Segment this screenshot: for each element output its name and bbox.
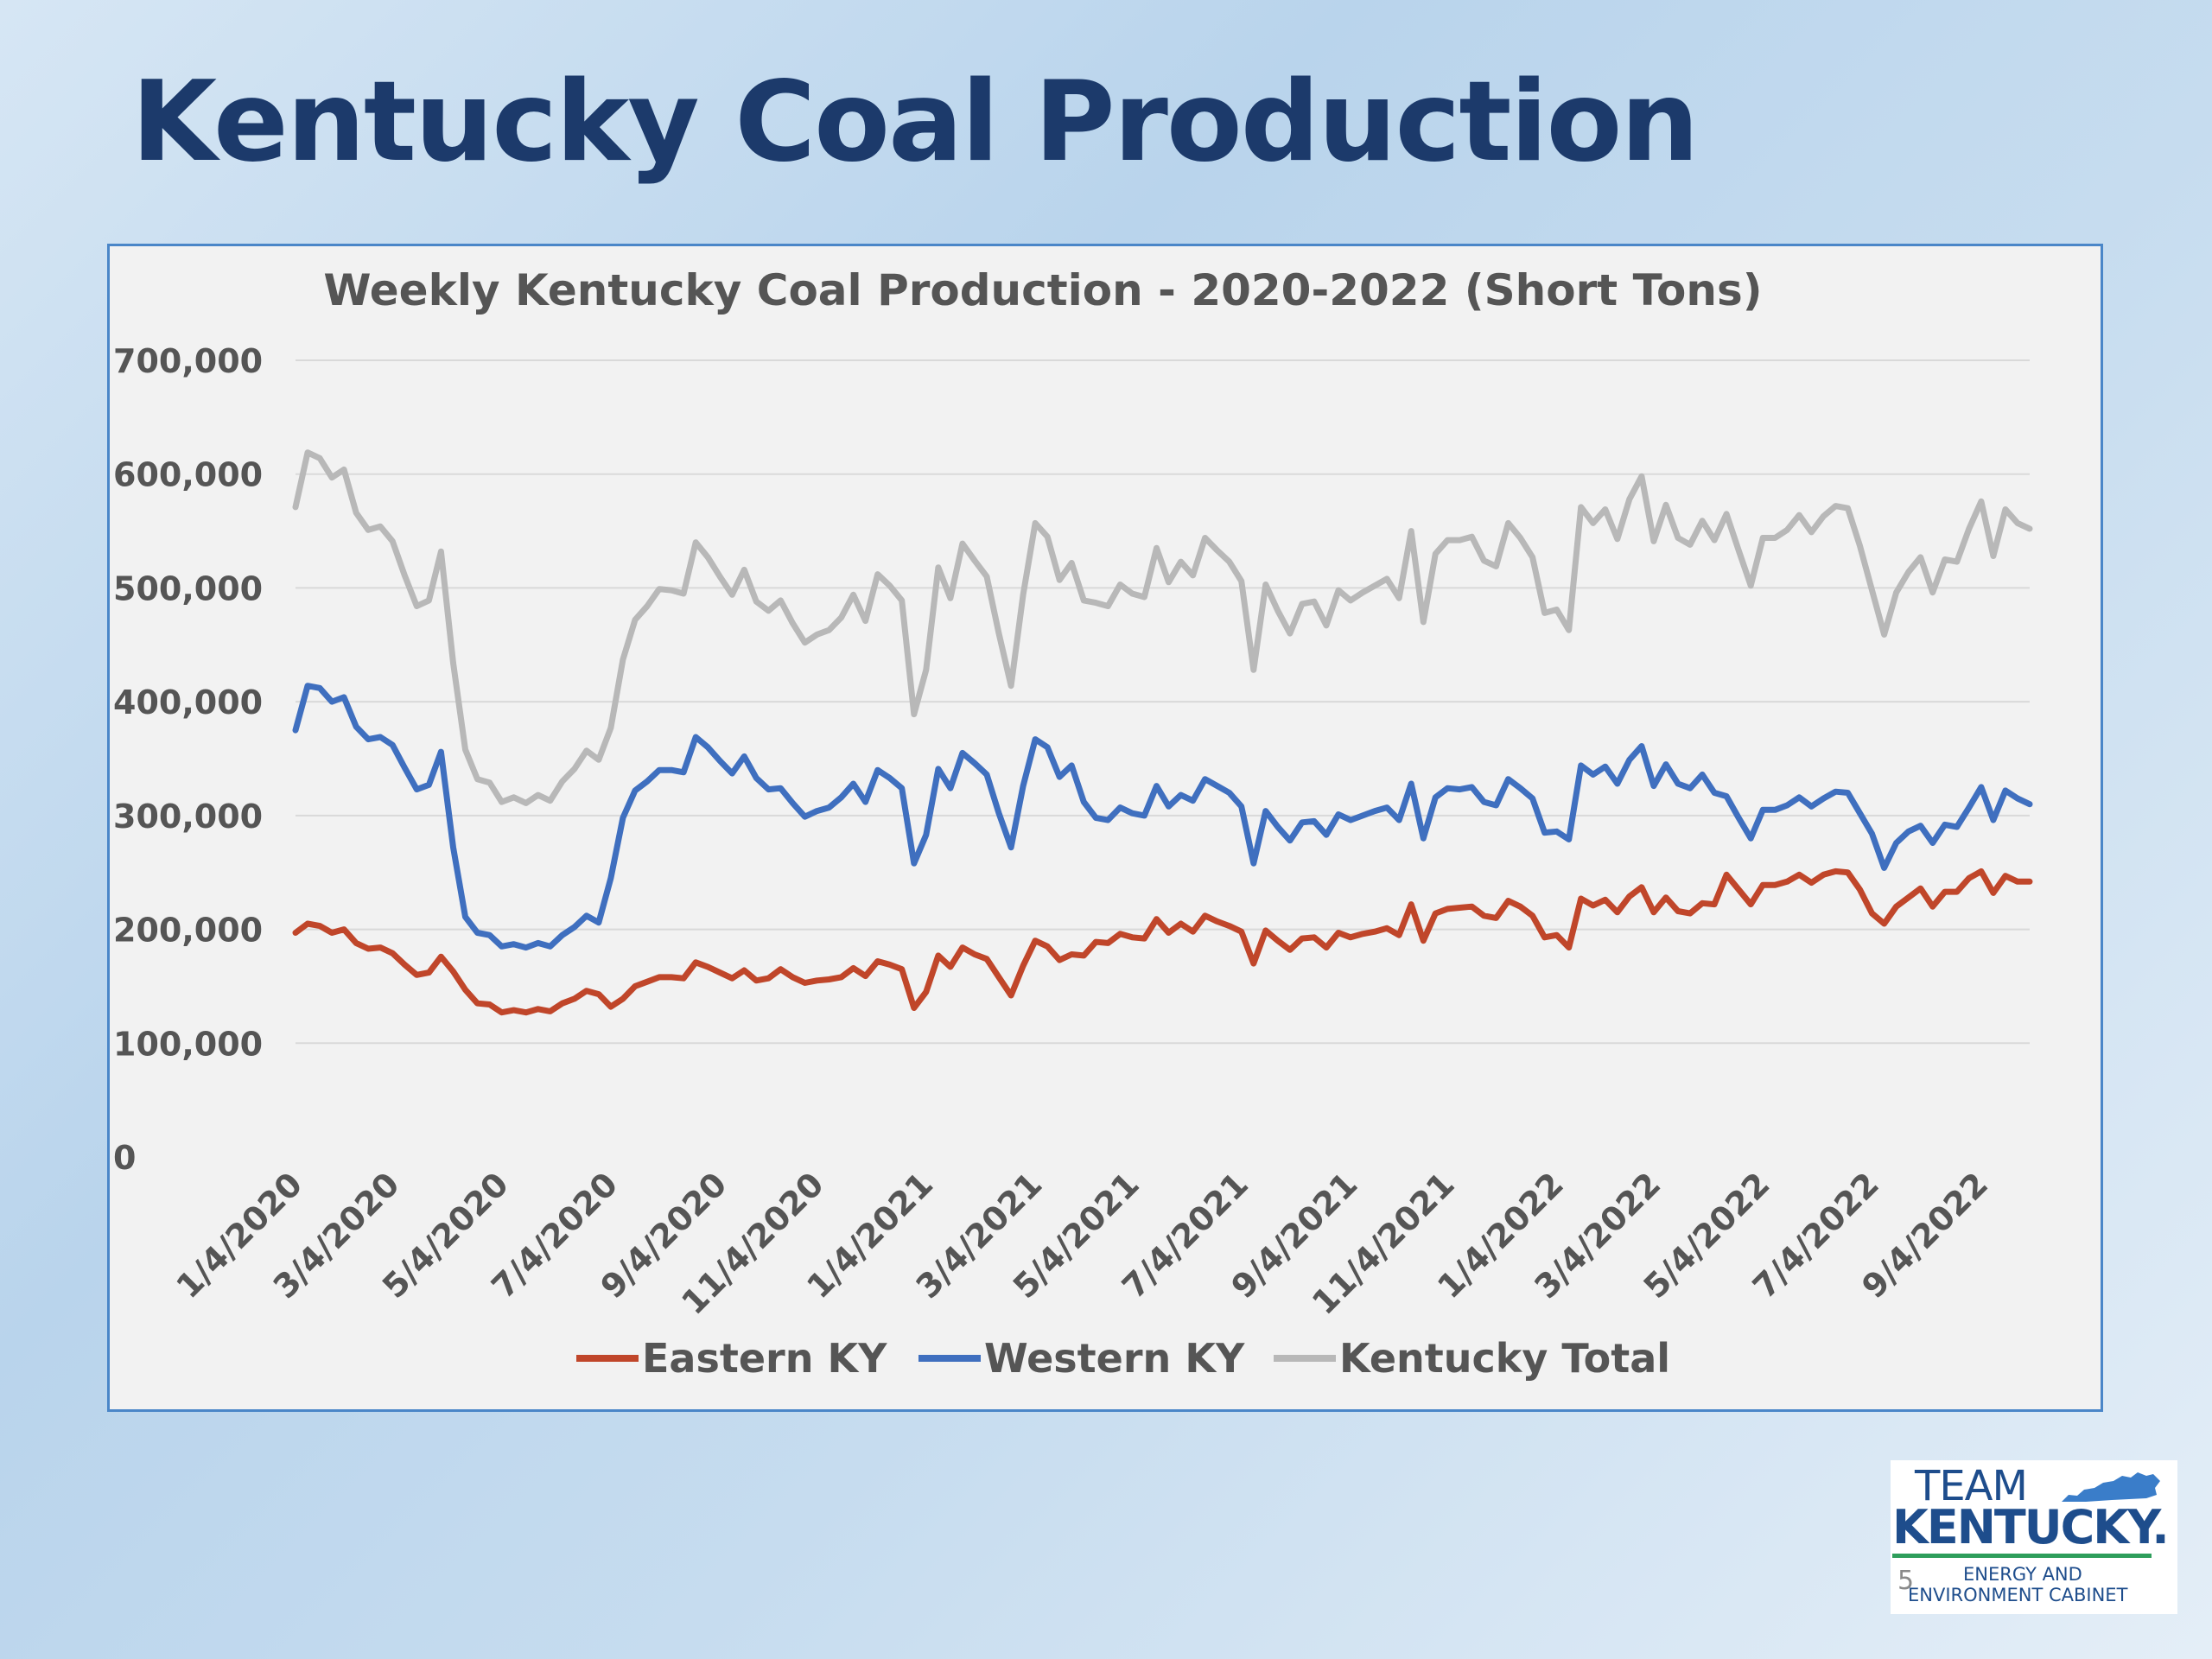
y-tick-label: 0 bbox=[113, 1139, 136, 1177]
gridlines bbox=[296, 359, 2030, 1045]
chart-frame: Weekly Kentucky Coal Production - 2020-2… bbox=[107, 244, 2103, 1412]
logo-subtitle-line2: ENVIRONMENT CABINET bbox=[1908, 1585, 2128, 1605]
chart-title: Weekly Kentucky Coal Production - 2020-2… bbox=[323, 265, 1762, 315]
y-tick-label: 200,000 bbox=[113, 912, 263, 950]
y-tick-label: 700,000 bbox=[113, 342, 263, 380]
legend-label-total: Kentucky Total bbox=[1339, 1335, 1670, 1382]
series-line-total bbox=[292, 449, 2033, 806]
line-chart: Weekly Kentucky Coal Production - 2020-2… bbox=[113, 265, 2033, 1382]
logo-subtitle-line1: ENERGY AND bbox=[1963, 1564, 2082, 1585]
y-tick-label: 100,000 bbox=[113, 1025, 263, 1063]
y-tick-label: 600,000 bbox=[113, 456, 263, 494]
x-axis-ticks: 1/4/20203/4/20205/4/20207/4/20209/4/2020… bbox=[168, 1165, 1995, 1322]
kentucky-state-icon bbox=[2062, 1472, 2160, 1502]
y-axis-ticks: 0 100,000 200,000 300,000 400,000 500,000 600,… bbox=[113, 342, 263, 1177]
page-number: 5 bbox=[1897, 1566, 1915, 1596]
legend-label-eastern: Eastern KY bbox=[642, 1335, 887, 1382]
series-line-eastern bbox=[292, 868, 2033, 1016]
logo-kentucky-text: KENTUCKY. bbox=[1892, 1500, 2170, 1554]
y-tick-label: 300,000 bbox=[113, 798, 263, 836]
legend: Eastern KY Western KY Kentucky Total bbox=[576, 1335, 1670, 1382]
series-line-western bbox=[292, 683, 2033, 951]
y-tick-label: 400,000 bbox=[113, 683, 263, 721]
team-kentucky-logo: TEAM KENTUCKY. ENERGY AND ENVIRONMENT CA… bbox=[1891, 1460, 2177, 1614]
legend-label-western: Western KY bbox=[984, 1335, 1245, 1382]
logo-team-text: TEAM bbox=[1915, 1462, 2028, 1510]
slide-title: Kentucky Coal Production bbox=[131, 58, 1699, 187]
series-lines bbox=[292, 449, 2033, 1016]
y-tick-label: 500,000 bbox=[113, 569, 263, 607]
logo-divider bbox=[1892, 1554, 2152, 1558]
